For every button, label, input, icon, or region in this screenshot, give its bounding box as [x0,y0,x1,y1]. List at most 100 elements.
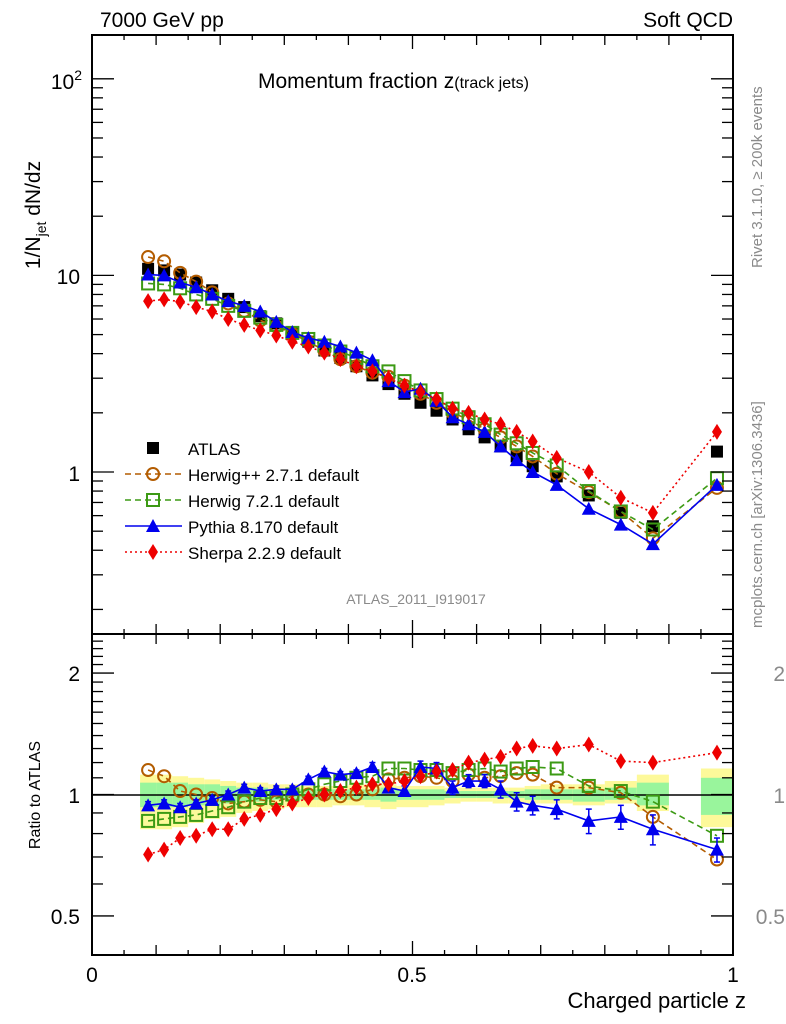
ratio-point [461,774,476,788]
main-point [463,404,474,421]
main-point [461,417,476,431]
ratio-point [253,784,268,798]
main-point [710,445,723,458]
main-point [445,410,460,424]
ratio-point [613,784,628,799]
main-point [319,344,330,361]
ytick-label-100: 102 [51,67,82,94]
ratio-point [221,787,236,801]
main-point [383,370,394,387]
legend-item: Herwig++ 2.7.1 default [125,466,359,485]
ratio-point [367,776,378,793]
ratio-point [239,810,250,827]
main-series-sherpa-2-2-9-default [143,291,722,521]
analysis-id: ATLAS_2011_I919017 [346,591,486,607]
ratio-point [615,753,626,770]
legend-marker-icon [146,467,160,481]
ratio-point [581,778,596,793]
main-point [495,416,506,433]
legend-marker-icon [148,544,158,560]
mcplots-source-text: mcplots.cern.ch [arXiv:1306.3436] [749,401,766,628]
main-series-layer [141,250,724,551]
main-point [253,304,268,318]
ratio-point [493,764,508,779]
ratio-point [509,794,524,808]
main-point [191,299,202,316]
main-point [207,303,218,320]
main-point [509,453,524,467]
legend-item: Sherpa 2.2.9 default [125,544,341,563]
main-point [647,504,658,521]
ratio-point [351,779,362,796]
main-point [527,433,538,450]
ratio-point [221,800,236,815]
ratio-point [447,762,458,779]
ratio-point [157,796,172,810]
axis-ticks [91,35,734,956]
xtick-label-1: 1 [727,964,739,987]
main-point [237,298,252,312]
main-point [549,477,564,491]
legend-label: ATLAS [188,440,241,459]
ratio-point [383,776,394,793]
main-point [477,424,492,438]
ytick-label-1: 1 [68,463,80,486]
ratio-point [493,782,508,796]
ratio-point [613,809,628,823]
ratio-point [525,759,540,774]
main-point [173,275,188,289]
ratio-point [159,841,170,858]
ratio-point [645,794,660,809]
main-point [157,268,172,282]
ratio-point [525,767,540,782]
ratio-point [527,737,538,754]
legend-label: Pythia 8.170 default [188,518,339,537]
ratio-point [255,806,266,823]
ratio-ytick-label-2: 2 [68,663,80,686]
main-point [581,501,596,515]
main-point [415,384,426,401]
ratio-series-layer [141,736,724,867]
ratio-point [143,846,154,863]
header-right: Soft QCD [643,9,733,32]
ratio-point [463,754,474,771]
ratio-point [285,782,300,796]
main-point [493,439,508,453]
ratio-point [173,784,188,799]
ratio-point [269,782,284,796]
ratio-point [365,759,380,773]
ratio-ytick-label-0.5-right: 0.5 [756,906,785,929]
ratio-point [189,796,204,810]
main-point [709,477,724,491]
ratio-point [549,761,564,776]
main-point [431,391,442,408]
main-point [367,363,378,380]
main-point [525,465,540,479]
legend-marker-icon [147,442,159,454]
ratio-point [431,763,442,780]
legend-item: Herwig 7.2.1 default [125,492,339,511]
main-point [143,293,154,310]
ratio-point [399,773,410,790]
ratio-point [141,798,156,812]
main-point [583,464,594,481]
legend-label: Herwig 7.2.1 default [188,492,339,511]
main-point [175,293,186,310]
ratio-point [237,780,252,794]
legend-label: Herwig++ 2.7.1 default [188,466,359,485]
ratio-point [237,794,252,809]
ratio-point [173,800,188,814]
main-point [645,522,660,537]
legend-label: Sherpa 2.2.9 default [188,544,341,563]
main-point [189,280,204,294]
main-point [317,334,332,348]
ratio-point [349,766,364,780]
rivet-version-text: Rivet 3.1.10, ≥ 200k events [749,86,766,268]
ratio-point [549,780,564,795]
main-point [365,353,380,367]
ratio-point [709,842,724,856]
legend-marker-icon [146,493,160,507]
ratio-point [647,754,658,771]
inner-band-segment [636,782,669,806]
